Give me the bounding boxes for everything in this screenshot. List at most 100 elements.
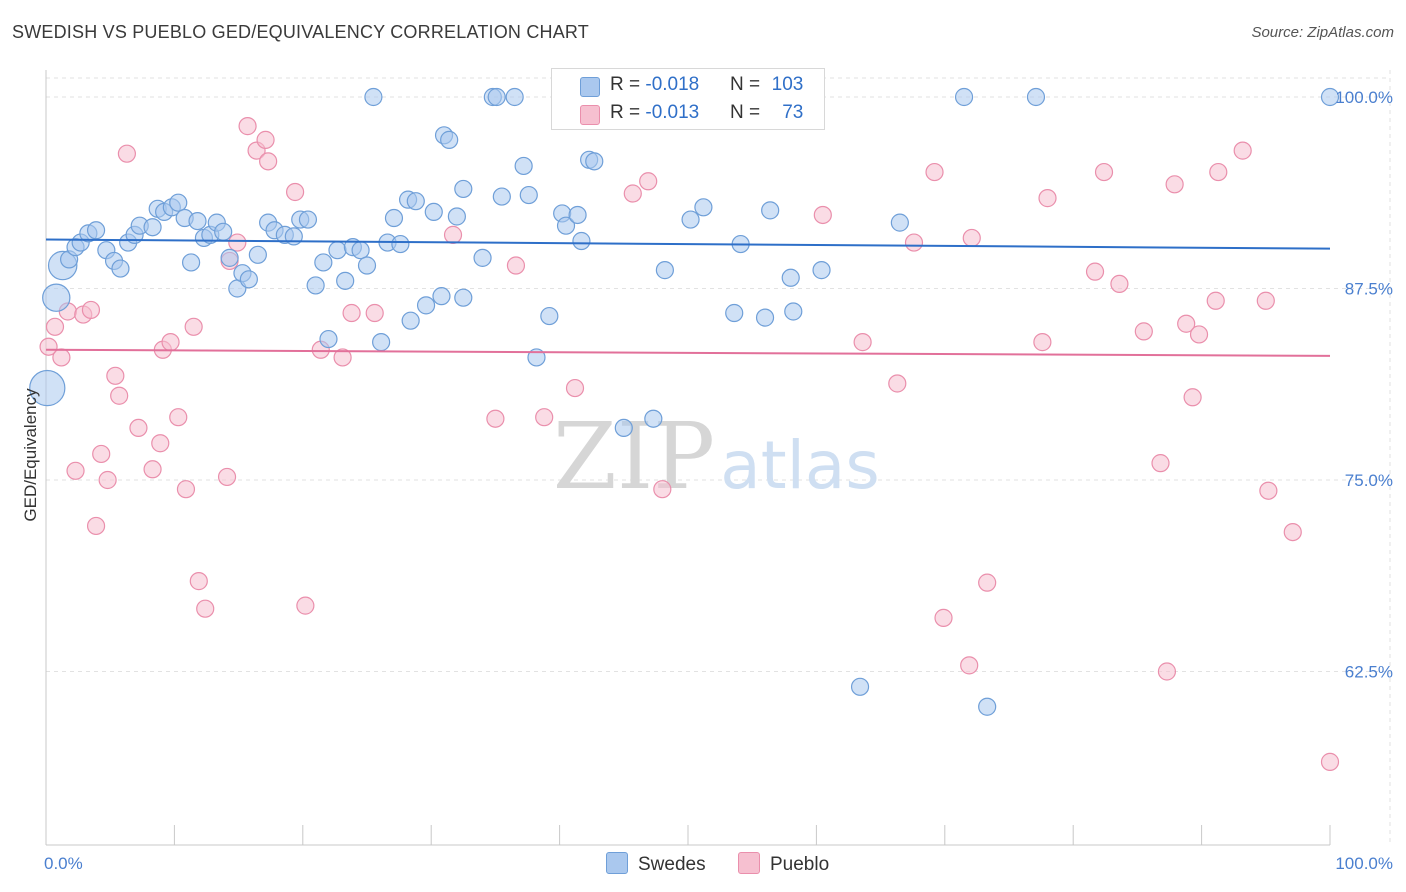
swedes-points: [29, 87, 1340, 716]
swedes-point: [391, 234, 410, 254]
legend-swatch-pueblo: [580, 105, 600, 125]
trend-lines: [45, 238, 1331, 357]
pueblo-point: [189, 572, 208, 591]
pueblo-point: [1085, 262, 1105, 281]
swedes-point: [298, 210, 318, 229]
swedes-point: [306, 276, 325, 295]
pueblo-point: [1206, 291, 1225, 310]
pueblo-point: [1134, 322, 1153, 341]
pueblo-point: [1209, 162, 1228, 182]
pueblo-point: [1157, 662, 1177, 681]
watermark: ZIP atlas: [553, 403, 880, 510]
pueblo-point: [904, 233, 924, 252]
axes: [45, 70, 1331, 846]
swedes-point: [220, 248, 239, 267]
pueblo-point: [962, 228, 981, 248]
swedes-point: [357, 256, 377, 275]
pueblo-point: [110, 386, 129, 405]
swedes-point: [384, 208, 404, 228]
pueblo-point: [978, 573, 997, 592]
pueblo-point: [217, 467, 237, 487]
y-tick-label: 87.5%: [1345, 280, 1393, 299]
swedes-point: [111, 259, 130, 278]
pueblo-point: [853, 333, 872, 352]
pueblo-point: [39, 337, 58, 356]
swedes-point: [416, 296, 436, 315]
pueblo-point: [1256, 291, 1275, 310]
swedes-point: [454, 179, 473, 199]
pueblo-point: [92, 444, 111, 464]
legend-n: N = 103: [730, 74, 803, 96]
pueblo-point: [129, 418, 148, 438]
y-tick-label: 62.5%: [1345, 663, 1393, 682]
pueblo-trend-line: [45, 348, 1331, 357]
swedes-point: [644, 409, 663, 428]
legend-n-label: N =: [730, 74, 766, 95]
swedes-point: [781, 268, 800, 287]
pueblo-point: [1033, 333, 1052, 352]
pueblo-point: [52, 348, 71, 367]
legend: R = -0.018 N = 103 R = -0.013 N = 73: [551, 68, 825, 130]
swedes-point: [784, 302, 803, 321]
pueblo-point: [256, 130, 275, 149]
pueblo-point: [1189, 325, 1209, 344]
legend-n-value: 73: [782, 102, 804, 123]
legend-r-value: -0.018: [645, 74, 700, 95]
pueblo-point: [1165, 175, 1184, 194]
swedes-point: [351, 241, 370, 260]
pueblo-point: [1320, 752, 1340, 771]
swedes-point: [214, 222, 233, 241]
legend-n: N = 73: [730, 102, 803, 124]
pueblo-point: [161, 333, 180, 352]
swedes-point: [239, 270, 258, 289]
legend-swatch-swedes: [580, 77, 600, 97]
pueblo-point: [81, 300, 101, 320]
swedes-point: [527, 348, 546, 367]
legend-r-label: R =: [610, 74, 646, 95]
x-tick-label: 100.0%: [1335, 854, 1393, 873]
legend-r-value: -0.013: [645, 102, 700, 123]
swedes-point: [29, 369, 66, 407]
tick-labels: 100.0% 87.5% 75.0% 62.5% 0.0% 100.0%: [44, 88, 1393, 873]
legend-row-swedes: R = -0.018 N = 103: [552, 71, 824, 99]
swedes-point: [42, 283, 71, 312]
bottom-legend-label-swedes: Swedes: [638, 854, 706, 875]
swedes-point: [336, 271, 355, 290]
pueblo-point: [1183, 388, 1202, 407]
swedes-point: [681, 210, 700, 229]
pueblo-point: [45, 317, 65, 336]
swedes-point: [812, 261, 831, 280]
swedes-point: [954, 87, 974, 107]
pueblo-point: [565, 378, 585, 398]
pueblo-point: [1151, 454, 1170, 473]
swedes-point: [614, 418, 633, 438]
source-label: Source: ZipAtlas.com: [1251, 24, 1394, 41]
legend-r: R = -0.013: [610, 102, 699, 124]
pueblo-point: [934, 608, 953, 627]
pueblo-point: [259, 152, 278, 171]
swedes-point: [1320, 87, 1340, 107]
bottom-legend-label-pueblo: Pueblo: [770, 854, 830, 875]
chart-title: SWEDISH VS PUEBLO GED/EQUIVALENCY CORREL…: [12, 22, 589, 42]
y-tick-label: 100.0%: [1335, 88, 1393, 107]
swedes-point: [454, 288, 473, 307]
swedes-point: [761, 201, 780, 220]
swedes-point: [487, 87, 506, 107]
pueblo-point: [117, 144, 136, 163]
swedes-point: [568, 205, 587, 225]
pueblo-point: [238, 117, 257, 136]
swedes-point: [372, 333, 391, 352]
x-tick-label: 0.0%: [44, 854, 83, 873]
pueblo-point: [151, 434, 170, 453]
swedes-point: [585, 152, 604, 171]
pueblo-point: [143, 460, 162, 479]
bottom-legend-swatch-swedes: [606, 852, 628, 874]
pueblo-point: [1259, 481, 1278, 500]
pueblo-point: [888, 374, 907, 393]
pueblo-point: [639, 172, 658, 191]
swedes-point: [1026, 87, 1046, 107]
swedes-point: [319, 329, 338, 349]
bottom-legend-swatch-pueblo: [738, 852, 760, 874]
swedes-point: [850, 677, 870, 696]
swedes-point: [978, 697, 997, 716]
